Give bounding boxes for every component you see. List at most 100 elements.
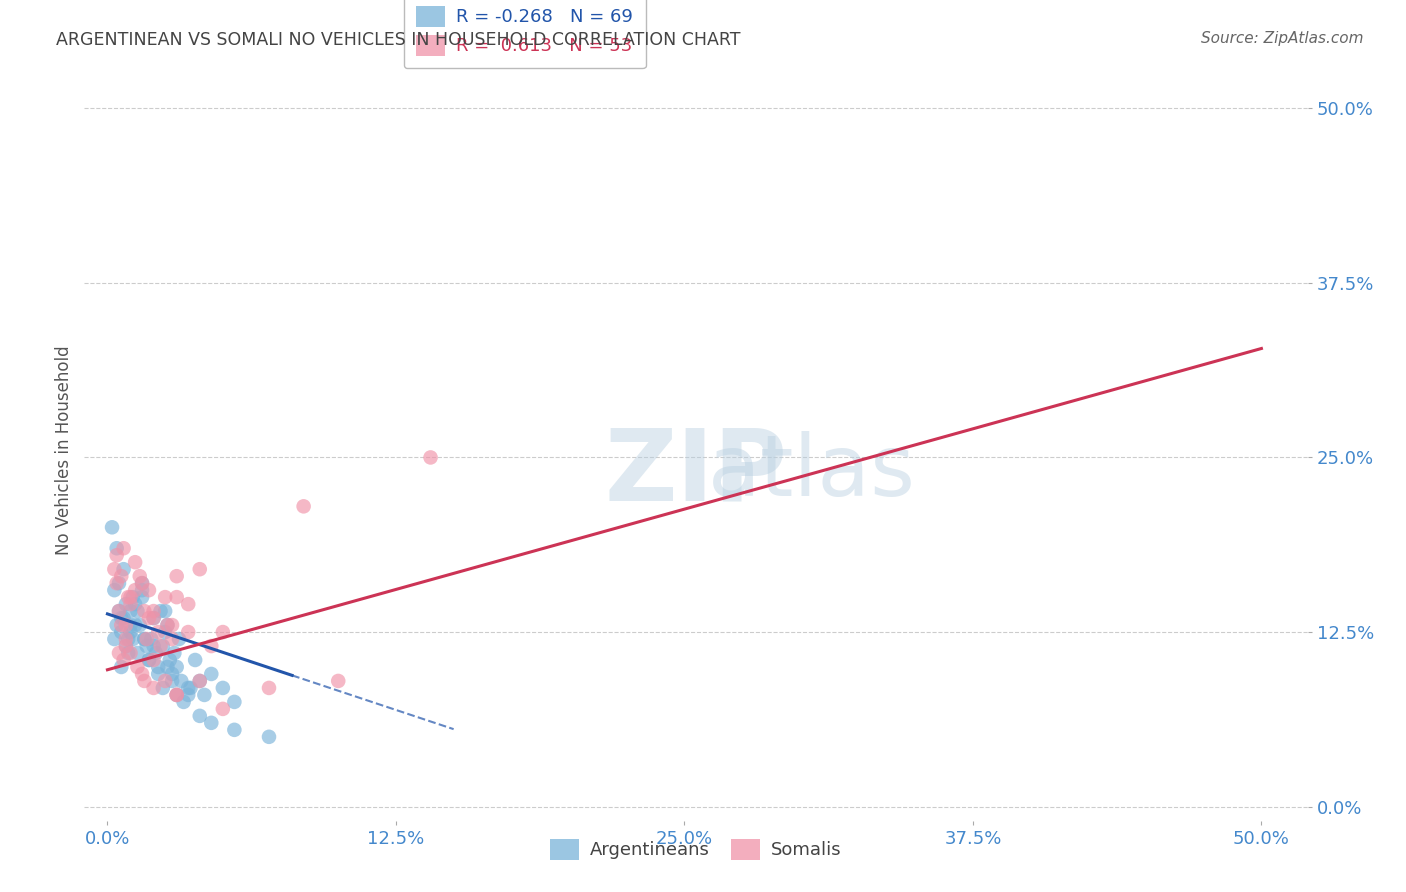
Point xyxy=(105,548,128,562)
Point xyxy=(292,500,315,514)
Point xyxy=(101,520,124,534)
Point xyxy=(134,632,156,646)
Point xyxy=(138,653,160,667)
Point xyxy=(103,632,125,646)
Point xyxy=(134,673,156,688)
Point xyxy=(141,632,163,646)
Point xyxy=(128,569,150,583)
Point xyxy=(120,597,142,611)
Point xyxy=(177,625,200,640)
Point xyxy=(152,639,174,653)
Point xyxy=(110,569,132,583)
Point xyxy=(131,576,153,591)
Point xyxy=(103,562,125,576)
Point xyxy=(120,604,142,618)
Point xyxy=(170,673,193,688)
Point xyxy=(257,681,280,695)
Point xyxy=(211,702,233,716)
Point xyxy=(177,597,200,611)
Point xyxy=(163,646,186,660)
Point xyxy=(142,681,165,695)
Point xyxy=(188,673,211,688)
Point xyxy=(127,660,149,674)
Point xyxy=(138,611,160,625)
Point xyxy=(135,639,157,653)
Point xyxy=(188,562,211,576)
Point xyxy=(112,611,135,625)
Point xyxy=(117,590,139,604)
Point xyxy=(142,611,165,625)
Point xyxy=(148,667,170,681)
Point xyxy=(419,450,441,465)
Point xyxy=(188,709,211,723)
Point xyxy=(180,681,202,695)
Point xyxy=(160,667,183,681)
Point xyxy=(148,625,170,640)
Point xyxy=(131,590,153,604)
Point xyxy=(108,576,131,591)
Point xyxy=(120,618,142,632)
Point xyxy=(173,695,195,709)
Point xyxy=(110,625,132,640)
Point xyxy=(153,625,176,640)
Point xyxy=(160,673,183,688)
Point xyxy=(108,604,131,618)
Point xyxy=(135,632,157,646)
Point xyxy=(224,723,246,737)
Point xyxy=(131,583,153,598)
Point xyxy=(142,639,165,653)
Point xyxy=(159,653,181,667)
Point xyxy=(156,618,179,632)
Point xyxy=(115,632,138,646)
Point xyxy=(166,688,188,702)
Point xyxy=(166,688,188,702)
Point xyxy=(105,541,128,556)
Point xyxy=(200,715,222,730)
Point xyxy=(105,618,128,632)
Point xyxy=(112,541,135,556)
Text: ARGENTINEAN VS SOMALI NO VEHICLES IN HOUSEHOLD CORRELATION CHART: ARGENTINEAN VS SOMALI NO VEHICLES IN HOU… xyxy=(56,31,741,49)
Point xyxy=(145,646,167,660)
Point xyxy=(131,667,153,681)
Point xyxy=(110,618,132,632)
Point xyxy=(103,583,125,598)
Point xyxy=(142,611,165,625)
Point xyxy=(124,583,146,598)
Point xyxy=(211,625,233,640)
Point xyxy=(160,632,183,646)
Point xyxy=(257,730,280,744)
Point xyxy=(127,604,149,618)
Point xyxy=(200,667,222,681)
Point xyxy=(138,653,160,667)
Point xyxy=(153,604,176,618)
Point xyxy=(153,590,176,604)
Point xyxy=(188,673,211,688)
Point xyxy=(121,590,143,604)
Point xyxy=(160,618,183,632)
Point xyxy=(193,688,215,702)
Point xyxy=(166,660,188,674)
Point xyxy=(166,569,188,583)
Point xyxy=(153,673,176,688)
Y-axis label: No Vehicles in Household: No Vehicles in Household xyxy=(55,345,73,556)
Point xyxy=(134,604,156,618)
Point xyxy=(115,597,138,611)
Point xyxy=(177,681,200,695)
Point xyxy=(166,590,188,604)
Point xyxy=(167,632,190,646)
Point xyxy=(110,611,132,625)
Point xyxy=(184,653,207,667)
Point xyxy=(117,646,139,660)
Point xyxy=(124,618,146,632)
Point xyxy=(211,681,233,695)
Point xyxy=(149,604,172,618)
Point xyxy=(131,576,153,591)
Point xyxy=(149,639,172,653)
Point xyxy=(200,639,222,653)
Point xyxy=(124,597,146,611)
Text: ZIP: ZIP xyxy=(605,425,787,521)
Point xyxy=(177,688,200,702)
Point xyxy=(224,695,246,709)
Point xyxy=(115,618,138,632)
Point xyxy=(115,639,138,653)
